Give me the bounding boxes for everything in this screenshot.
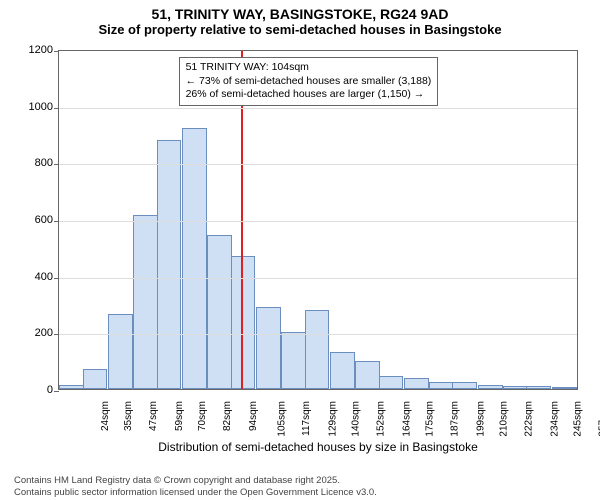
ytick-mark <box>54 391 59 392</box>
xtick-label: 140sqm <box>350 401 361 437</box>
legend-line-1: 51 TRINITY WAY: 104sqm <box>186 61 432 75</box>
ytick-label: 800 <box>35 157 53 169</box>
title-sub: Size of property relative to semi-detach… <box>0 22 600 37</box>
xtick-label: 24sqm <box>100 401 111 431</box>
histogram-bar <box>330 352 355 389</box>
legend-line-3: 26% of semi-detached houses are larger (… <box>186 88 432 102</box>
xtick-label: 210sqm <box>498 401 509 437</box>
ytick-mark <box>54 164 59 165</box>
xtick-label: 94sqm <box>248 401 259 431</box>
histogram-bar <box>552 387 577 389</box>
xtick-label: 164sqm <box>401 401 412 437</box>
xtick-label: 222sqm <box>524 401 535 437</box>
gridline <box>59 108 577 109</box>
xtick-label: 187sqm <box>450 401 461 437</box>
ytick-mark <box>54 334 59 335</box>
legend-box: 51 TRINITY WAY: 104sqm ← 73% of semi-det… <box>179 57 439 106</box>
histogram-bar <box>379 376 404 389</box>
gridline <box>59 278 577 279</box>
histogram-bar <box>83 369 108 389</box>
histogram-bar <box>452 382 477 389</box>
histogram-bar <box>478 385 503 389</box>
histogram-bar <box>108 314 133 389</box>
footnote: Contains HM Land Registry data © Crown c… <box>14 475 377 498</box>
xtick-label: 35sqm <box>123 401 134 431</box>
xtick-label: 70sqm <box>197 401 208 431</box>
histogram-bar <box>429 382 454 389</box>
gridline <box>59 164 577 165</box>
ytick-mark <box>54 278 59 279</box>
histogram-bar <box>526 386 551 389</box>
histogram-bar <box>231 256 256 389</box>
histogram-bar <box>59 385 84 389</box>
ytick-label: 0 <box>47 384 53 396</box>
xtick-label: 129sqm <box>327 401 338 437</box>
histogram-bar <box>281 332 306 389</box>
histogram-chart: Number of semi-detached properties 51 TR… <box>58 46 578 452</box>
ytick-label: 400 <box>35 271 53 283</box>
gridline <box>59 334 577 335</box>
footnote-line-1: Contains HM Land Registry data © Crown c… <box>14 475 377 486</box>
xtick-label: 175sqm <box>424 401 435 437</box>
histogram-bar <box>305 310 330 389</box>
histogram-bar <box>256 307 281 389</box>
xtick-label: 117sqm <box>301 401 312 436</box>
plot-area: 51 TRINITY WAY: 104sqm ← 73% of semi-det… <box>58 50 578 390</box>
xtick-label: 199sqm <box>475 401 486 437</box>
xtick-label: 152sqm <box>376 401 387 437</box>
histogram-bar <box>503 386 528 389</box>
legend-line-2: ← 73% of semi-detached houses are smalle… <box>186 75 432 89</box>
gridline <box>59 221 577 222</box>
xtick-label: 234sqm <box>549 401 560 437</box>
xtick-label: 82sqm <box>222 401 233 431</box>
ytick-label: 600 <box>35 214 53 226</box>
xtick-label: 59sqm <box>174 401 185 431</box>
ytick-mark <box>54 108 59 109</box>
histogram-bar <box>182 128 207 389</box>
ytick-label: 1000 <box>29 101 53 113</box>
xtick-label: 105sqm <box>276 401 287 437</box>
footnote-line-2: Contains public sector information licen… <box>14 487 377 498</box>
histogram-bar <box>355 361 380 389</box>
title-block: 51, TRINITY WAY, BASINGSTOKE, RG24 9AD S… <box>0 0 600 37</box>
ytick-label: 200 <box>35 327 53 339</box>
ytick-label: 1200 <box>29 44 53 56</box>
histogram-bar <box>404 378 429 389</box>
xtick-label: 47sqm <box>148 401 159 431</box>
ytick-mark <box>54 51 59 52</box>
title-main: 51, TRINITY WAY, BASINGSTOKE, RG24 9AD <box>0 6 600 22</box>
histogram-bar <box>207 235 232 389</box>
ytick-mark <box>54 221 59 222</box>
xtick-label: 245sqm <box>572 401 583 437</box>
histogram-bar <box>157 140 182 389</box>
histogram-bar <box>133 215 158 389</box>
